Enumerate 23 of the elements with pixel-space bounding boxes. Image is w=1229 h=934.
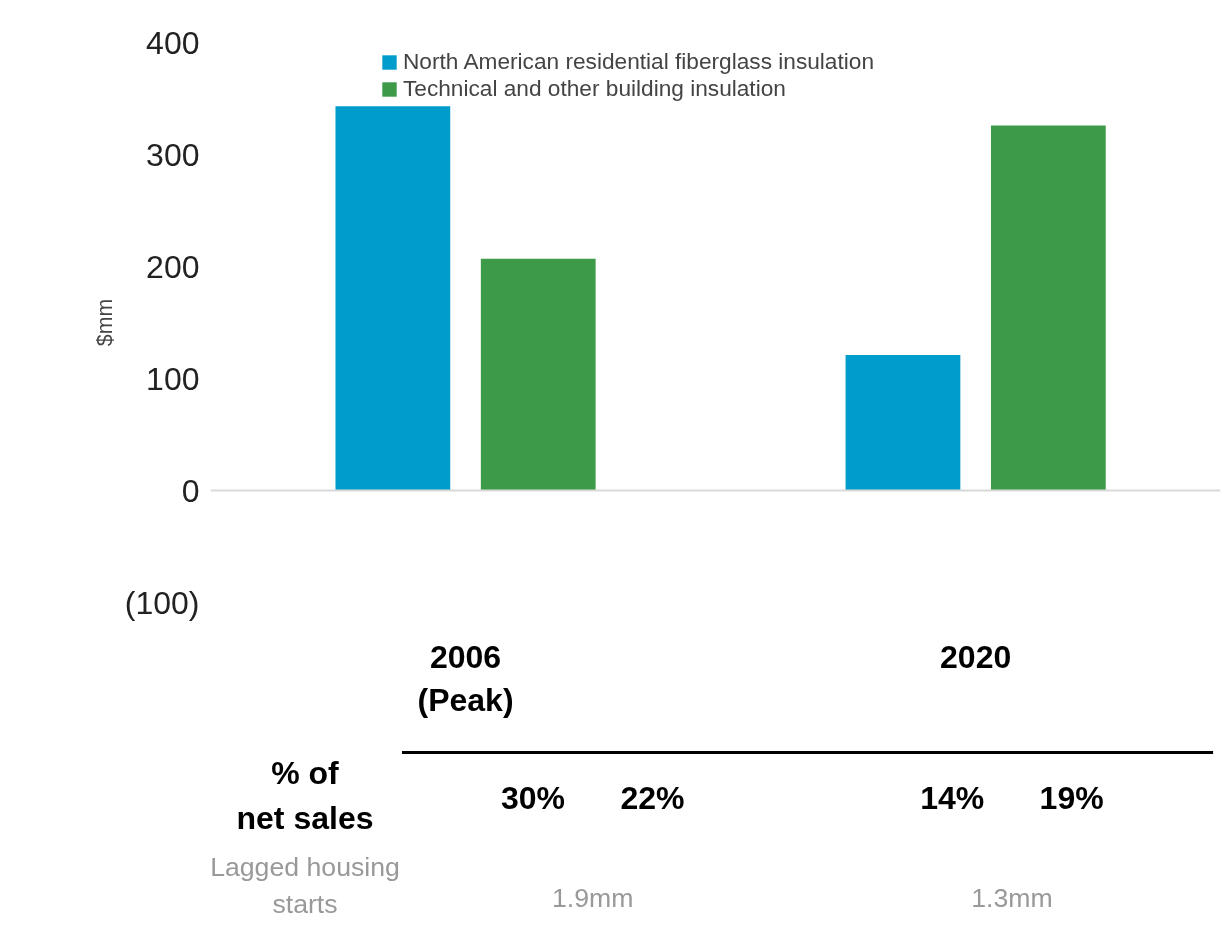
y-axis-title: $mm [92, 298, 117, 347]
text: 30% [500, 779, 565, 816]
y-tick-label: (100) [124, 584, 200, 621]
text: 19% [1039, 779, 1104, 816]
x-tick-label: 2020 [940, 638, 1012, 675]
text: 1.3mm [971, 882, 1053, 913]
text: 14% [920, 779, 985, 816]
text: 22% [620, 779, 685, 816]
text: Lagged housing starts [210, 851, 400, 920]
bar [845, 354, 961, 491]
legend-label: Technical and other building insulation [403, 75, 786, 102]
y-tick-label: 100 [146, 360, 200, 397]
y-tick-label: 300 [146, 136, 200, 173]
y-tick-label: 400 [146, 24, 200, 61]
text: 1.9mm [551, 882, 634, 913]
legend-label: North American residential fiberglass insulation [403, 48, 874, 75]
x-tick-label: 2006 (Peak) [417, 638, 514, 718]
y-tick-label: 200 [146, 248, 200, 285]
y-tick-label: 0 [181, 472, 200, 509]
bar [335, 106, 451, 491]
text: % of net sales [236, 755, 374, 836]
bar [480, 258, 596, 491]
bar [990, 125, 1106, 491]
